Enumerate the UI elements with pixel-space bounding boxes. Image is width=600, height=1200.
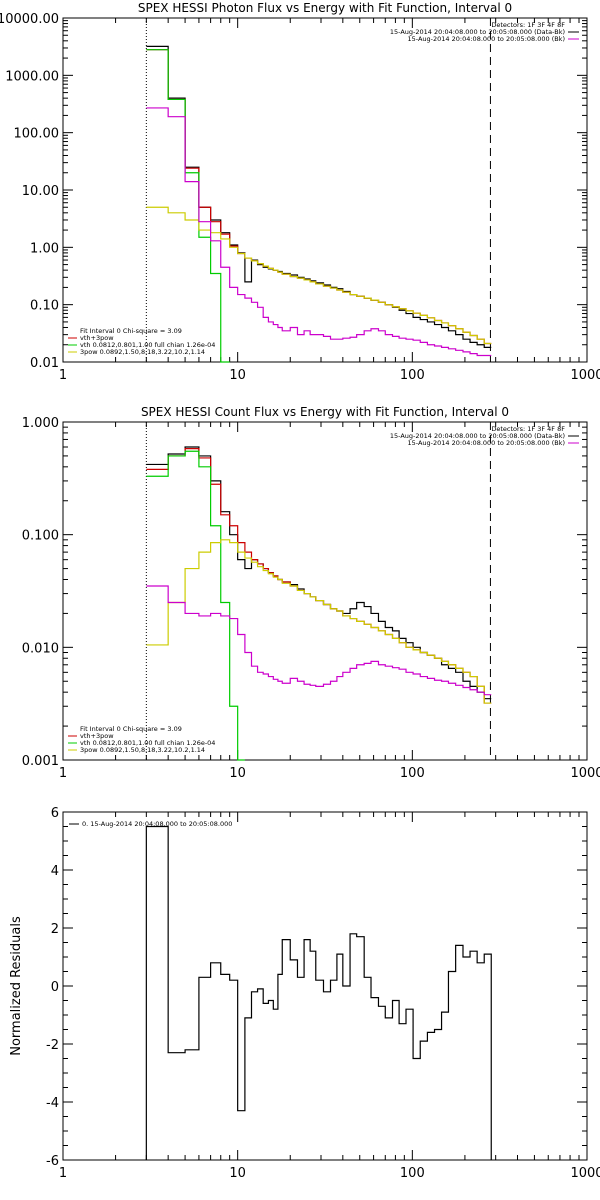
y-tick-label: 4 — [51, 864, 59, 879]
legend-text: Detectors: 1F 3F 4F 8F — [491, 425, 565, 433]
y-tick-label: 0.01 — [30, 356, 59, 371]
y-tick-label: -4 — [46, 1096, 59, 1111]
chart-title: SPEX HESSI Count Flux vs Energy with Fit… — [141, 405, 509, 419]
x-tick-label: 100 — [400, 1166, 425, 1181]
y-tick-label: 2 — [51, 922, 59, 937]
series-vth-3pow — [146, 49, 492, 345]
chart-title: SPEX HESSI Photon Flux vs Energy with Fi… — [138, 1, 512, 15]
series-data-bk — [146, 45, 492, 348]
y-tick-label: -2 — [46, 1038, 59, 1053]
axes-frame — [62, 421, 588, 761]
series-bk — [146, 107, 492, 357]
legend-text: 15-Aug-2014 20:04:08.000 to 20:05:08.000… — [408, 439, 565, 447]
y-axis-label: Normalized Residuals — [9, 916, 24, 1056]
y-tick-label: -6 — [46, 1154, 59, 1169]
legend-text: Fit Interval 0 Chi-square = 3.09 — [80, 725, 182, 733]
legend-text: vth 0.0812,0.801,1.00 full chian 1.26e-0… — [80, 739, 215, 747]
legend-text: 15-Aug-2014 20:04:08.000 to 20:05:08.000… — [390, 28, 565, 36]
y-tick-label: 0.001 — [22, 754, 59, 769]
axes-frame — [62, 17, 588, 363]
x-tick-label: 10 — [229, 368, 246, 383]
y-tick-label: 1000.00 — [5, 69, 59, 84]
x-tick-label: 100 — [400, 766, 425, 781]
y-tick-label: 10000.00 — [0, 12, 59, 27]
legend-text: vth 0.0812,0.801,1.00 full chian 1.26e-0… — [80, 341, 215, 349]
y-tick-label: 0.10 — [30, 299, 59, 314]
series-3pow — [146, 539, 492, 704]
axes-frame — [62, 811, 588, 1161]
photon-flux-panel: SPEX HESSI Photon Flux vs Energy with Fi… — [0, 1, 600, 383]
y-tick-label: 10.00 — [22, 184, 59, 199]
x-tick-label: 10 — [229, 766, 246, 781]
x-tick-label: 1000 — [570, 368, 600, 383]
series-vth — [146, 49, 230, 363]
series-vth — [146, 450, 245, 761]
legend-text: vth+3pow — [80, 732, 114, 740]
series-vth-3pow — [146, 448, 492, 704]
legend-text: vth+3pow — [80, 334, 114, 342]
x-tick-label: 1000 — [570, 1166, 600, 1181]
x-tick-label: 100 — [400, 368, 425, 383]
y-tick-label: 0 — [51, 980, 59, 995]
x-tick-label: 1000 — [570, 766, 600, 781]
residuals-panel: 1 10 100 1000 -6 -4 -2 0 2 4 6 Normalized Residuals… — [9, 806, 600, 1181]
legend-text: 3pow 0.0892,1.50,8.18,3.22,10.2,1.14 — [80, 746, 205, 754]
count-flux-panel: SPEX HESSI Count Flux vs Energy with Fit… — [22, 405, 600, 781]
y-tick-label: 1.00 — [30, 241, 59, 256]
legend-text: Detectors: 1F 3F 4F 8F — [491, 21, 565, 29]
x-tick-label: 1 — [59, 368, 67, 383]
legend-text: 15-Aug-2014 20:04:08.000 to 20:05:08.000… — [390, 432, 565, 440]
series-data-bk — [146, 446, 492, 700]
x-tick-label: 1 — [59, 1166, 67, 1181]
series-residuals — [145, 825, 492, 1160]
y-tick-label: 1.000 — [22, 416, 59, 431]
series-3pow — [146, 206, 492, 345]
legend-text: 3pow 0.0892,1.50,8.18,3.22,10.2,1.14 — [80, 348, 205, 356]
y-tick-label: 100.00 — [14, 127, 60, 142]
x-tick-label: 10 — [229, 1166, 246, 1181]
series-bk — [146, 585, 492, 696]
legend-text: Fit Interval 0 Chi-square = 3.09 — [80, 327, 182, 335]
y-tick-label: 0.100 — [22, 529, 59, 544]
x-tick-label: 1 — [59, 766, 67, 781]
legend-text: 15-Aug-2014 20:04:08.000 to 20:05:08.000… — [408, 35, 565, 43]
y-tick-label: 0.010 — [22, 641, 59, 656]
y-tick-label: 6 — [51, 806, 59, 821]
legend-text: 0. 15-Aug-2014 20:04:08.000 to 20:05:08.… — [82, 820, 232, 828]
